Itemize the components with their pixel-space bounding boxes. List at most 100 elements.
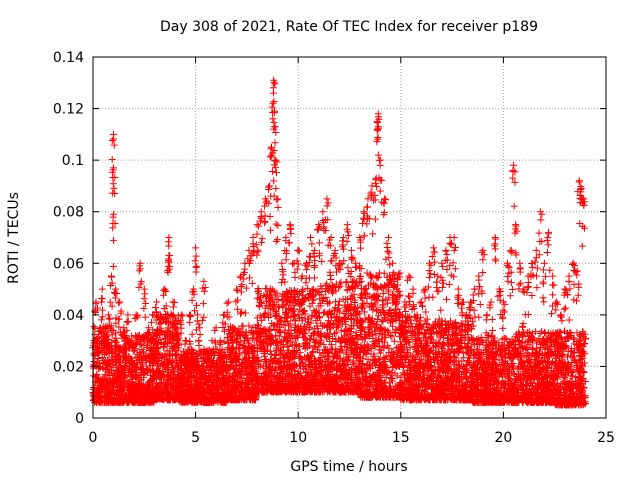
data-point — [168, 339, 176, 347]
data-point — [110, 391, 118, 399]
data-point — [121, 359, 129, 367]
data-point — [99, 356, 107, 364]
data-point — [134, 359, 142, 367]
data-point — [168, 330, 176, 338]
data-point — [165, 366, 173, 374]
data-point — [137, 352, 145, 360]
data-point — [143, 389, 151, 397]
chart-title: Day 308 of 2021, Rate Of TEC Index for r… — [160, 19, 538, 35]
data-point — [135, 356, 143, 364]
data-point — [113, 338, 121, 346]
data-point — [153, 346, 161, 354]
data-point — [104, 393, 112, 401]
data-point — [327, 276, 335, 284]
data-point — [92, 396, 100, 404]
data-point — [102, 377, 110, 385]
data-point — [104, 361, 112, 369]
data-point — [170, 334, 178, 342]
data-point — [174, 346, 182, 354]
data-point — [118, 390, 126, 398]
data-point — [139, 348, 147, 356]
data-point — [119, 367, 127, 375]
data-point — [124, 382, 132, 390]
data-point — [112, 329, 120, 337]
data-point — [92, 346, 100, 354]
data-point — [109, 385, 117, 393]
data-point — [120, 379, 128, 387]
data-point — [166, 377, 174, 385]
data-point — [107, 345, 115, 353]
data-point — [167, 370, 175, 378]
data-point — [265, 326, 273, 334]
data-point — [119, 349, 127, 357]
data-point — [140, 394, 148, 402]
data-point — [161, 365, 169, 373]
data-point — [112, 356, 120, 364]
data-point — [121, 373, 129, 381]
data-point — [163, 380, 171, 388]
data-point — [153, 394, 161, 402]
data-point — [95, 328, 103, 336]
data-point — [153, 354, 161, 362]
data-point — [90, 323, 98, 331]
data-point — [162, 393, 170, 401]
data-point — [171, 395, 179, 403]
data-point — [113, 379, 121, 387]
data-point — [153, 366, 161, 374]
data-point — [361, 308, 369, 316]
data-point — [166, 389, 174, 397]
data-point — [106, 363, 114, 371]
data-point — [167, 310, 175, 318]
data-point — [139, 388, 147, 396]
data-point — [165, 338, 173, 346]
data-point — [153, 371, 161, 379]
data-point — [136, 336, 144, 344]
data-point — [104, 328, 112, 336]
data-point — [148, 379, 156, 387]
data-point — [357, 278, 365, 286]
data-point — [115, 369, 123, 377]
data-point — [113, 396, 121, 404]
data-point — [154, 395, 162, 403]
data-point — [164, 333, 172, 341]
data-point — [129, 391, 137, 399]
data-point — [138, 360, 146, 368]
data-point — [110, 371, 118, 379]
data-point — [93, 371, 101, 379]
data-point — [90, 357, 98, 365]
data-point — [146, 386, 154, 394]
data-point — [134, 384, 142, 392]
data-point — [359, 300, 367, 308]
data-point — [378, 296, 386, 304]
data-point — [91, 330, 99, 338]
data-point — [388, 316, 396, 324]
data-point — [160, 361, 168, 369]
data-point — [132, 374, 140, 382]
data-point — [135, 396, 143, 404]
data-point — [98, 383, 106, 391]
data-point — [157, 370, 165, 378]
data-point — [156, 372, 164, 380]
data-point — [152, 380, 160, 388]
data-point — [172, 314, 180, 322]
data-point — [170, 363, 178, 371]
data-point — [111, 343, 119, 351]
data-point — [129, 347, 137, 355]
data-points — [89, 76, 589, 409]
data-point — [165, 351, 173, 359]
data-point — [99, 378, 107, 386]
data-point — [156, 351, 164, 359]
data-point — [125, 386, 133, 394]
data-point — [128, 391, 136, 399]
data-point — [133, 392, 141, 400]
data-point — [122, 395, 130, 403]
data-point — [140, 374, 148, 382]
data-point — [139, 391, 147, 399]
data-point — [161, 329, 169, 337]
data-point — [144, 381, 152, 389]
data-point — [116, 359, 124, 367]
data-point — [127, 355, 135, 363]
data-point — [166, 374, 174, 382]
data-point — [157, 336, 165, 344]
